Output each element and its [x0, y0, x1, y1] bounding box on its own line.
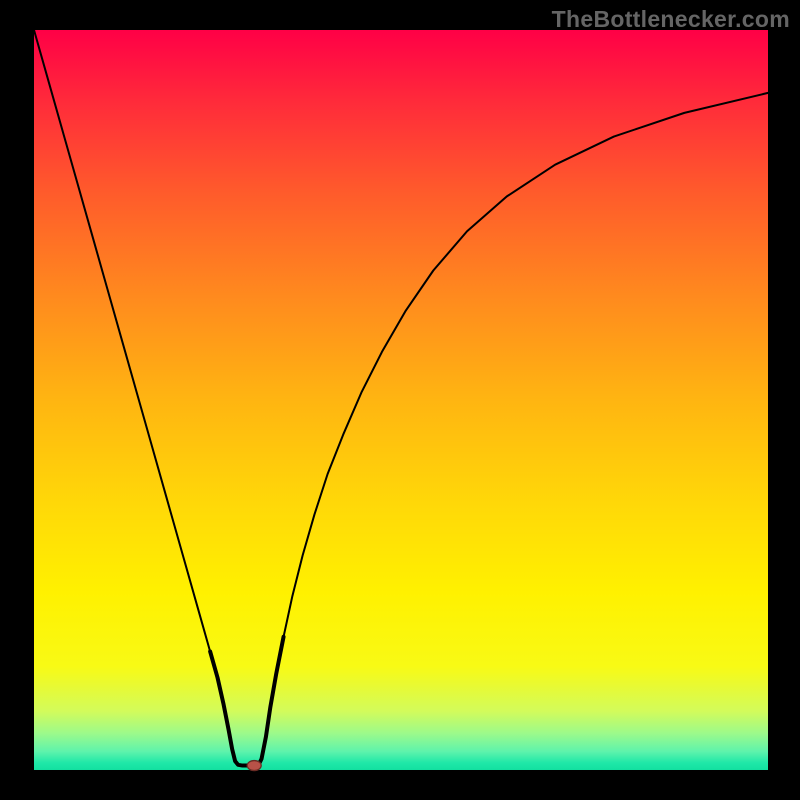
chart-container: TheBottlenecker.com: [0, 0, 800, 800]
chart-svg: [0, 0, 800, 800]
optimum-marker: [247, 761, 261, 771]
plot-background: [34, 30, 768, 770]
